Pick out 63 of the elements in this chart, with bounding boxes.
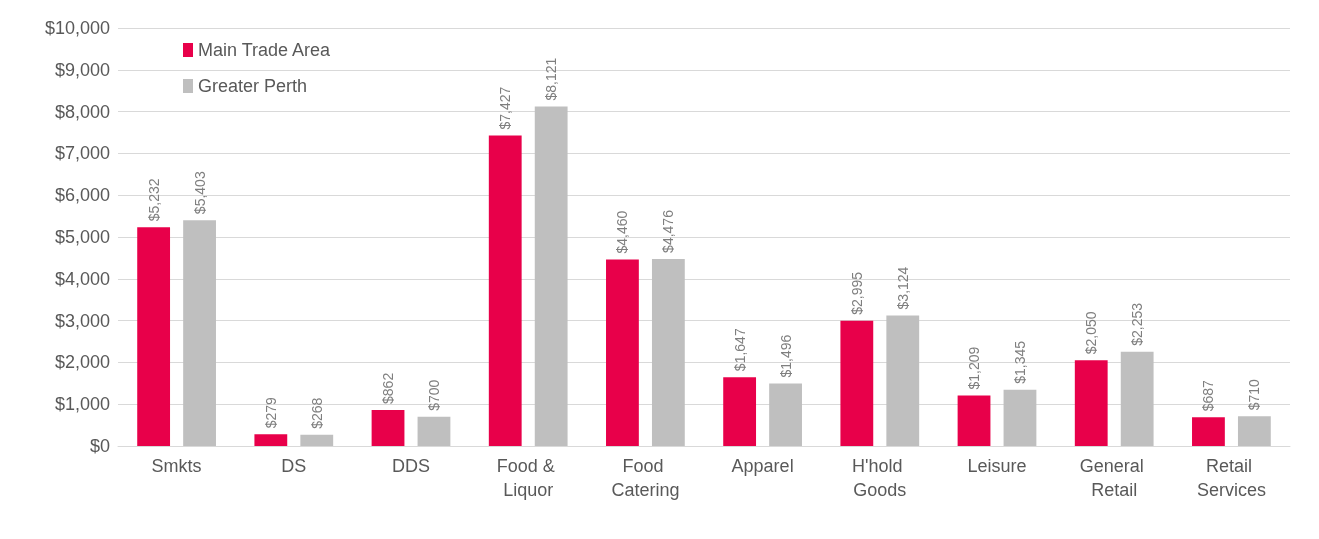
bar bbox=[606, 259, 639, 446]
data-label: $710 bbox=[1246, 378, 1263, 411]
y-tick-label: $1,000 bbox=[54, 394, 110, 415]
x-tick-label: H'hold Goods bbox=[852, 456, 908, 500]
bar bbox=[769, 383, 802, 446]
data-label: $1,647 bbox=[731, 328, 748, 372]
x-tick-label: DS bbox=[281, 456, 307, 476]
data-label: $1,496 bbox=[777, 334, 794, 378]
bar bbox=[534, 106, 568, 446]
x-tick-label: Food & Liquor bbox=[496, 456, 560, 500]
data-label: $700 bbox=[425, 379, 442, 411]
data-label: $7,427 bbox=[497, 86, 514, 130]
y-tick-label: $4,000 bbox=[54, 268, 110, 289]
bar bbox=[840, 320, 874, 446]
data-label: $2,995 bbox=[848, 271, 865, 315]
y-tick-label: $3,000 bbox=[54, 310, 110, 331]
y-tick-label: $8,000 bbox=[54, 101, 110, 122]
x-tick-label: Leisure bbox=[967, 456, 1027, 476]
data-label: $2,253 bbox=[1129, 302, 1146, 346]
data-label: $862 bbox=[380, 372, 397, 404]
y-tick-label: $9,000 bbox=[54, 59, 110, 80]
x-tick-label: Food Catering bbox=[611, 456, 680, 500]
bar bbox=[1120, 351, 1154, 446]
x-tick-label: Smkts bbox=[151, 456, 202, 476]
y-tick-label: $2,000 bbox=[54, 352, 110, 373]
data-label: $687 bbox=[1200, 379, 1217, 412]
bar bbox=[371, 409, 405, 446]
data-label: $4,476 bbox=[660, 209, 677, 253]
legend-label: Greater Perth bbox=[198, 76, 308, 96]
x-tick-label: General Retail bbox=[1079, 456, 1149, 500]
data-label: $3,124 bbox=[894, 266, 911, 310]
data-label: $279 bbox=[262, 396, 279, 429]
data-label: $8,121 bbox=[543, 57, 560, 101]
bar bbox=[957, 395, 991, 446]
data-label: $2,050 bbox=[1083, 311, 1100, 355]
bar bbox=[886, 315, 920, 446]
data-label: $1,209 bbox=[966, 346, 983, 390]
y-tick-label: $0 bbox=[89, 436, 110, 456]
bar bbox=[1003, 389, 1037, 446]
bar bbox=[417, 416, 451, 446]
x-tick-label: Apparel bbox=[731, 456, 794, 476]
data-label: $5,232 bbox=[145, 178, 162, 222]
bar bbox=[183, 220, 216, 446]
data-label: $1,345 bbox=[1011, 340, 1028, 384]
x-tick-label: Retail Services bbox=[1196, 456, 1266, 500]
data-label: $4,460 bbox=[614, 210, 631, 254]
data-label: $268 bbox=[308, 397, 325, 429]
bar bbox=[1237, 416, 1271, 446]
bar bbox=[1192, 417, 1225, 446]
bar bbox=[300, 434, 334, 446]
bar bbox=[137, 227, 171, 446]
bar bbox=[254, 434, 288, 446]
bar bbox=[651, 258, 685, 446]
x-tick-label: DDS bbox=[391, 456, 431, 476]
y-tick-label: $6,000 bbox=[54, 185, 110, 206]
legend-label: Main Trade Area bbox=[198, 40, 332, 60]
y-tick-label: $7,000 bbox=[54, 143, 110, 164]
data-label: $5,403 bbox=[191, 171, 208, 215]
bar bbox=[723, 377, 757, 446]
bar bbox=[488, 135, 522, 446]
y-tick-label: $10,000 bbox=[44, 18, 110, 38]
y-tick-label: $5,000 bbox=[54, 227, 110, 247]
bar bbox=[1074, 360, 1108, 446]
